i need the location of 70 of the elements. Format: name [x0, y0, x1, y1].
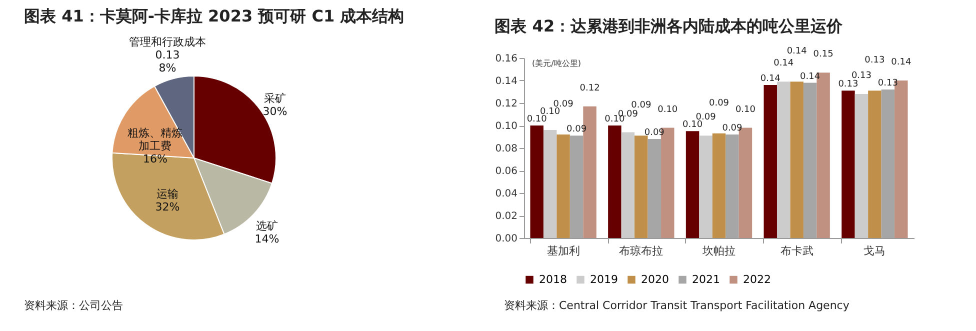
- bar: [842, 90, 855, 238]
- bar: [634, 136, 648, 238]
- data-label: 0.10: [658, 104, 678, 115]
- bar: [764, 85, 777, 238]
- bar: [854, 94, 868, 238]
- data-label: 0.13 8%: [155, 48, 180, 75]
- bar: [686, 131, 700, 238]
- data-label: 0.14: [760, 74, 781, 84]
- legend-label: 2020: [641, 272, 669, 286]
- bar: [648, 139, 662, 238]
- data-label: 0.13: [838, 80, 858, 90]
- bar: [530, 126, 544, 238]
- data-label: 0.13: [864, 56, 885, 66]
- data-label: 0.09: [708, 98, 730, 108]
- bar: [608, 126, 622, 238]
- x-tick-label: 基加利: [546, 244, 580, 258]
- bar: [776, 82, 790, 238]
- slice-label: 选矿: [256, 219, 278, 232]
- chart-title: 图表 42：达累港到非洲各内陆成本的吨公里运价: [494, 16, 844, 36]
- data-label: 0.13: [851, 71, 872, 81]
- data-label: 0.15: [813, 50, 834, 60]
- x-tick-label: 坎帕拉: [702, 244, 736, 258]
- legend-label: 2018: [539, 272, 567, 286]
- data-label: 32%: [155, 200, 180, 214]
- slice-label: 管理和行政成本: [128, 36, 206, 49]
- data-label: 0.09: [631, 100, 652, 111]
- data-label: 14%: [254, 232, 280, 246]
- data-label: 0.10: [735, 104, 756, 115]
- data-label: 0.10: [682, 120, 703, 130]
- bar: [790, 82, 804, 238]
- text: 0.06: [495, 166, 518, 177]
- text: 0.16: [495, 54, 518, 64]
- text: 0.00: [495, 234, 518, 244]
- bar: [803, 82, 817, 238]
- text: 0.08: [495, 144, 518, 154]
- data-label: 0.12: [580, 83, 600, 94]
- bar: [868, 90, 882, 238]
- data-label: 0.14: [786, 46, 808, 57]
- bar: [543, 130, 557, 238]
- slice-label: 采矿: [264, 92, 286, 106]
- data-label: 16%: [143, 152, 168, 166]
- legend-label: 2019: [590, 272, 618, 286]
- legend-label: 2021: [692, 272, 720, 286]
- bar: [726, 134, 739, 238]
- data-label: 0.10: [604, 114, 625, 124]
- data-label: 0.10: [526, 114, 548, 124]
- x-tick-label: 布卡武: [780, 244, 814, 258]
- bar: [699, 136, 712, 238]
- bar: [570, 136, 584, 238]
- text: 0.04: [495, 188, 518, 200]
- text: 资料来源：Central Corridor Transit Transport Facilitation Agency: [504, 299, 850, 312]
- bar: [556, 134, 570, 238]
- text: 0.02: [495, 211, 518, 222]
- text: 资料来源：公司公告: [24, 299, 123, 312]
- y-axis-title: (美元/吨公里): [532, 59, 581, 68]
- text: 0.14: [495, 76, 518, 87]
- legend-label: 2022: [743, 272, 771, 286]
- slice-label: 运输: [156, 187, 178, 200]
- data-label: 0.09: [722, 124, 743, 134]
- bar: [712, 133, 726, 238]
- x-tick-label: 戈马: [864, 244, 886, 258]
- chart-title: 图表 41：卡莫阿-卡库拉 2023 预可研 C1 成本结构: [24, 6, 404, 26]
- bar: [881, 90, 895, 238]
- data-label: 0.14: [891, 58, 912, 68]
- x-tick-label: 布琼布拉: [619, 244, 664, 258]
- text: 0.12: [495, 98, 518, 110]
- text: 0.10: [495, 121, 518, 132]
- data-label: 30%: [262, 105, 288, 118]
- bar: [621, 132, 635, 238]
- data-label: 0.14: [774, 58, 794, 69]
